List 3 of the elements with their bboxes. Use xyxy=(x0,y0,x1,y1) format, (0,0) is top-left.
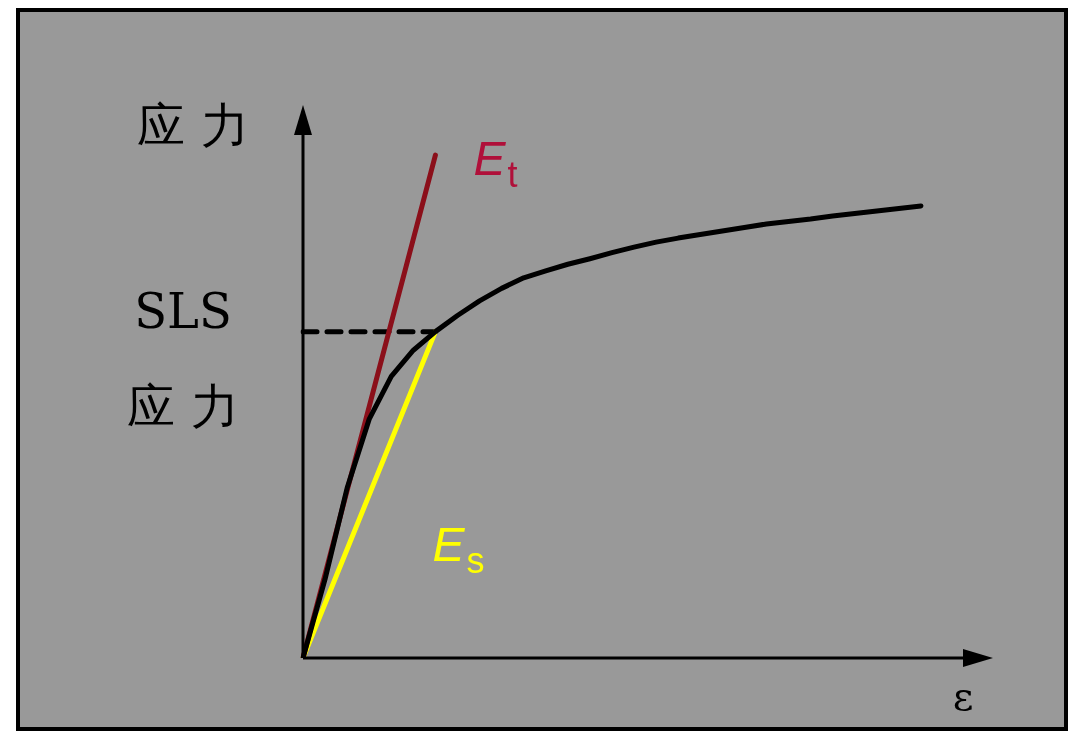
y-axis-title: 应 力 xyxy=(137,97,249,154)
text: SLS 应 力 xyxy=(127,282,239,434)
x-axis-title: ε xyxy=(952,673,974,720)
